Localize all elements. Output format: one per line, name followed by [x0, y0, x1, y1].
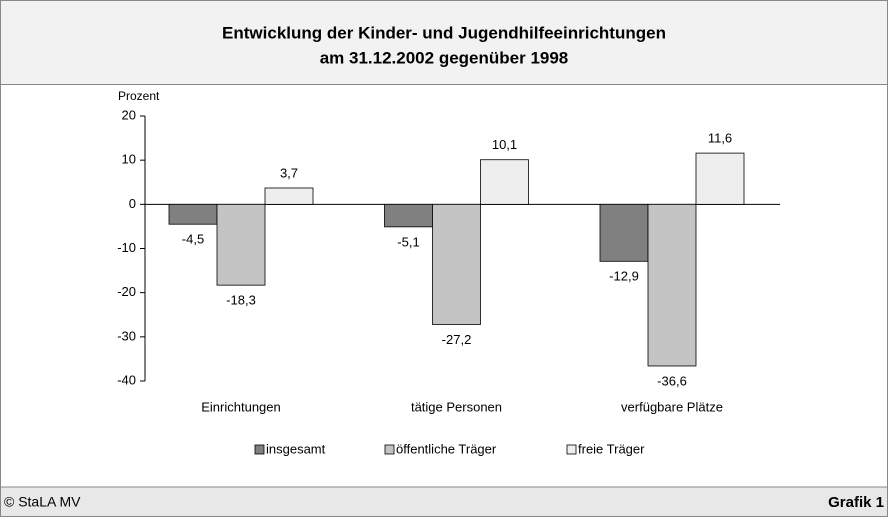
value-label: -18,3 [226, 293, 256, 308]
bar [480, 159, 529, 205]
chart-title: Entwicklung der Kinder- und Jugendhilfee… [222, 23, 666, 42]
bar [647, 203, 697, 367]
bar [168, 203, 218, 225]
legend-swatch [566, 444, 577, 455]
value-label: -27,2 [442, 332, 472, 347]
value-label: 3,7 [280, 165, 298, 180]
y-axis-label: Prozent [118, 89, 160, 103]
legend-label: freie Träger [578, 441, 645, 456]
legend-swatch [384, 444, 395, 455]
bar [432, 203, 481, 325]
y-tick-label: -20 [117, 284, 136, 299]
legend-label: öffentliche Träger [396, 441, 497, 456]
y-tick-label: -40 [117, 372, 136, 387]
legend-label: insgesamt [266, 441, 326, 456]
value-label: 11,6 [708, 131, 732, 146]
figure-label: Grafik 1 [828, 494, 884, 511]
value-label: -12,9 [609, 269, 639, 284]
bar [599, 203, 649, 262]
footer-box [0, 486, 888, 517]
x-tick-label: Einrichtungen [201, 399, 281, 414]
value-label: -5,1 [397, 234, 419, 249]
legend-swatch [254, 444, 265, 455]
bar [695, 152, 745, 205]
y-tick-label: 0 [129, 196, 136, 211]
x-tick-label: tätige Personen [411, 399, 502, 414]
title-box [0, 0, 888, 85]
bar [264, 187, 314, 205]
source: © StaLA MV [4, 494, 81, 510]
bar [216, 203, 266, 286]
y-tick-label: -30 [117, 328, 136, 343]
x-tick-label: verfügbare Plätze [621, 399, 723, 414]
y-tick-label: 10 [122, 152, 136, 167]
value-label: -36,6 [657, 373, 687, 388]
y-tick-label: 20 [122, 107, 136, 122]
chart-subtitle: am 31.12.2002 gegenüber 1998 [320, 48, 569, 67]
y-tick-label: -10 [117, 240, 136, 255]
value-label: 10,1 [492, 137, 517, 152]
bar [384, 203, 433, 228]
value-label: -4,5 [182, 232, 204, 247]
